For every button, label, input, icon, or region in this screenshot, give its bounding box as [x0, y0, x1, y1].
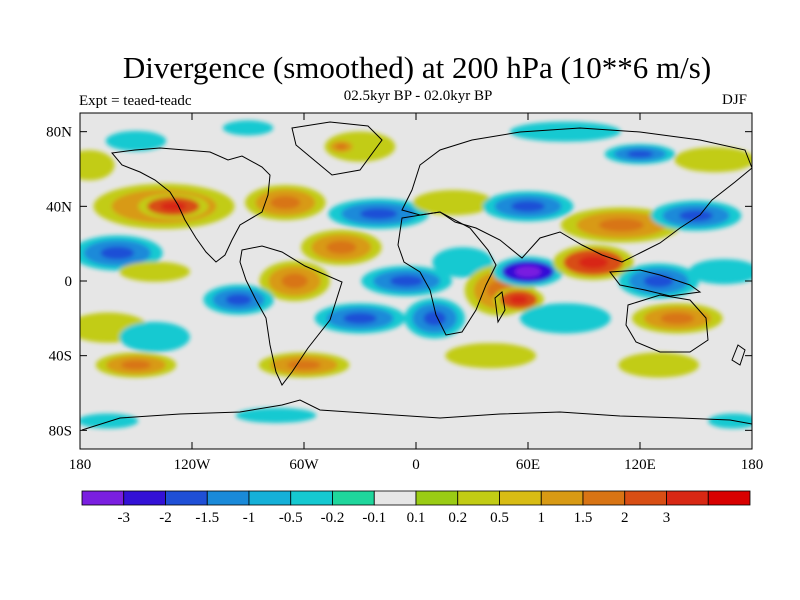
anomaly-core [335, 143, 347, 150]
anomaly-core [343, 312, 377, 324]
colorbar-swatch [206, 490, 250, 506]
anomaly-core [360, 208, 398, 220]
lat-tick-label: 80S [49, 423, 72, 439]
anomaly-region [128, 325, 181, 349]
anomaly-core [326, 240, 357, 254]
anomaly-core [643, 274, 674, 288]
lon-tick-label: 0 [412, 457, 420, 473]
lat-tick-label: 40N [46, 199, 72, 215]
anomaly-region [229, 122, 267, 134]
colorbar-swatch [290, 490, 333, 506]
period-subtitle: 02.5kyr BP - 02.0kyr BP [343, 88, 493, 104]
colorbar-swatch [582, 490, 626, 506]
anomaly-core [679, 210, 713, 222]
colorbar-label: 2 [621, 510, 629, 526]
lon-tick-label: 120E [624, 457, 656, 473]
colorbar-swatch [666, 490, 709, 506]
anomaly-core [287, 360, 321, 370]
anomaly-region [423, 193, 484, 212]
colorbar-swatch [624, 490, 667, 506]
anomaly-core [121, 360, 151, 370]
colorbar-label: 0.5 [490, 510, 509, 526]
plot-title: Divergence (smoothed) at 200 hPa (10**6 … [122, 50, 712, 85]
colorbar-label: -0.5 [279, 510, 303, 526]
anomaly-core [660, 312, 695, 324]
anomaly-core [423, 310, 446, 326]
coastline-australia [625, 294, 709, 353]
coastline-indonesia [609, 269, 702, 297]
lat-tick-label: 0 [65, 274, 73, 290]
coastline-antarctica [81, 399, 752, 431]
anomaly-core [100, 246, 135, 260]
anomaly-region [524, 124, 607, 140]
colorbar-label: 3 [663, 510, 671, 526]
coastline-madagascar [494, 291, 506, 324]
lat-tick-label: 40S [49, 349, 72, 365]
colorbar: -3 -2 -1.5 -1 -0.5 -0.2 -0.1 0.1 0.2 0.5 1 1.5 2 3 [81, 490, 751, 526]
lat-tick-label: 80N [46, 125, 72, 141]
coastline-eurasia [401, 127, 752, 263]
anomaly-region [128, 264, 181, 280]
anomaly-region [440, 251, 486, 274]
lon-tick-label: 120W [174, 457, 212, 473]
anomaly-region [684, 150, 745, 170]
colorbar-swatch [540, 490, 584, 506]
anomaly-region [531, 307, 599, 330]
colorbar-swatch [373, 490, 417, 506]
coastline-africa [397, 211, 497, 336]
coastline-new-zealand [731, 344, 746, 366]
colorbar-label: -0.1 [362, 510, 386, 526]
colorbar-label: -1 [243, 510, 256, 526]
anomaly-region [113, 133, 159, 149]
anomaly-contours [80, 120, 752, 429]
colorbar-label: 0.2 [448, 510, 467, 526]
experiment-label: Expt = teaed-teadc [79, 93, 192, 109]
anomaly-core [626, 150, 654, 158]
season-label: DJF [722, 92, 748, 108]
colorbar-label: -0.2 [321, 510, 345, 526]
anomaly-core [509, 295, 528, 305]
lon-tick-label: 60E [516, 457, 540, 473]
colorbar-swatch [165, 490, 208, 506]
colorbar-swatch [248, 490, 292, 506]
colorbar-swatch [415, 490, 459, 506]
anomaly-core [281, 273, 308, 289]
anomaly-region [697, 262, 751, 281]
axis-ticks: 80N 40N 0 40S 80S 180 120W 60W 0 60E 120E 180 [46, 113, 763, 473]
anomaly-region [246, 409, 306, 421]
colorbar-label: -3 [118, 510, 131, 526]
colorbar-swatch [123, 490, 166, 506]
colorbar-label: -2 [159, 510, 172, 526]
anomaly-region [457, 346, 525, 365]
colorbar-swatch [707, 490, 751, 506]
colorbar-swatch [332, 490, 375, 506]
coastline-greenland [291, 121, 383, 176]
anomaly-region [80, 154, 108, 177]
lon-tick-label: 180 [741, 457, 764, 473]
colorbar-swatch [457, 490, 500, 506]
anomaly-core [389, 275, 424, 287]
lon-tick-label: 60W [289, 457, 319, 473]
colorbar-label: 0.1 [407, 510, 426, 526]
coastline-north-america [111, 147, 271, 263]
anomaly-core [511, 200, 545, 212]
lon-tick-label: 180 [69, 457, 92, 473]
colorbar-label: -1.5 [195, 510, 219, 526]
anomaly-core [225, 294, 252, 306]
coastlines [81, 121, 752, 431]
anomaly-region [85, 415, 131, 427]
anomaly-core [598, 218, 644, 232]
coastline-south-america [239, 245, 343, 386]
colorbar-swatch [499, 490, 542, 506]
anomaly-region [628, 355, 689, 375]
anomaly-core [514, 266, 542, 278]
colorbar-swatch [81, 490, 125, 506]
anomaly-core [578, 255, 609, 269]
anomaly-core [270, 196, 301, 210]
anomaly-core [160, 201, 187, 211]
colorbar-label: 1.5 [574, 510, 593, 526]
colorbar-label: 1 [538, 510, 546, 526]
